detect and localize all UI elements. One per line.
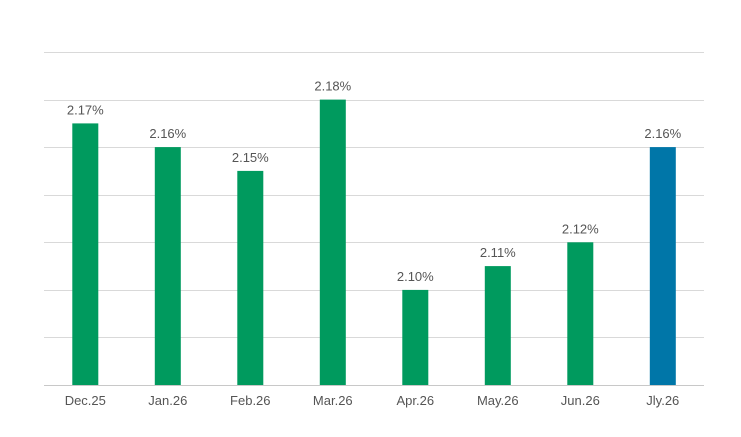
x-tick-label: May.26 — [477, 393, 519, 408]
data-label: 2.16% — [644, 126, 681, 141]
data-label: 2.11% — [480, 245, 516, 260]
data-label: 2.16% — [149, 126, 186, 141]
bar-apr-26 — [402, 289, 429, 385]
x-tick-label: Feb.26 — [230, 393, 270, 408]
x-tick-label: Apr.26 — [397, 393, 435, 408]
x-tick-label: Jun.26 — [561, 393, 600, 408]
data-label: 2.10% — [397, 269, 434, 284]
bar-dec-25 — [72, 123, 99, 386]
x-tick-label: Mar.26 — [313, 393, 353, 408]
bar-jan-26 — [154, 147, 181, 385]
gridlines — [44, 52, 704, 386]
data-label: 2.17% — [67, 102, 104, 117]
bar-mar-26 — [319, 99, 346, 385]
data-label: 2.15% — [232, 150, 269, 165]
x-axis-tick-labels: Dec.25 Jan.26 Feb.26 Mar.26 Apr.26 May.26 Jun.… — [65, 393, 680, 408]
bar-jly-26 — [649, 147, 676, 385]
bottom-margin — [0, 417, 741, 437]
x-tick-label: Dec.25 — [65, 393, 106, 408]
x-tick-label: Jan.26 — [148, 393, 187, 408]
bars — [72, 99, 676, 386]
x-tick-label: Jly.26 — [646, 393, 679, 408]
data-label: 2.18% — [314, 79, 351, 94]
bar-feb-26 — [237, 170, 264, 385]
data-labels: 2.17% 2.16% 2.15% 2.18% 2.10% 2.11% 2.12% 2.16% — [67, 79, 682, 284]
bar-chart: 2.17% 2.16% 2.15% 2.18% 2.10% 2.11% 2.12% 2.16%… — [44, 52, 704, 408]
bar-may-26 — [484, 266, 511, 385]
data-label: 2.12% — [562, 221, 599, 236]
bar-jun-26 — [567, 242, 594, 385]
